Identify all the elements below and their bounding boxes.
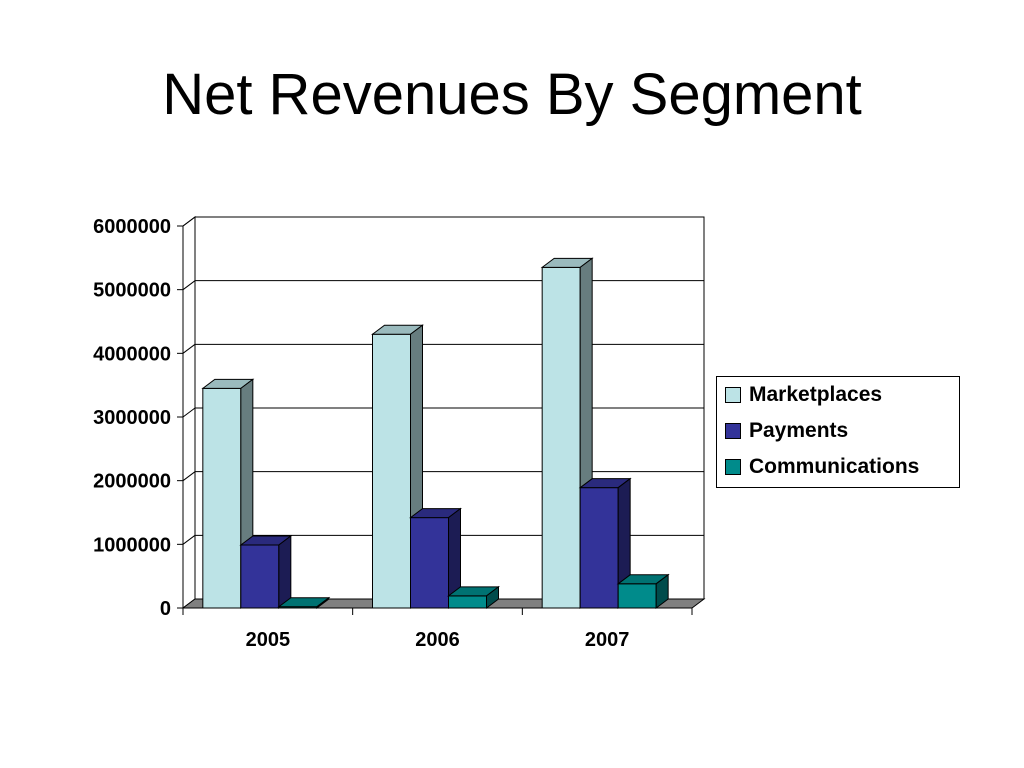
bar-side xyxy=(316,596,330,609)
legend-item-communications: Communications xyxy=(717,449,959,485)
gridline-side xyxy=(182,471,196,482)
legend-swatch-communications xyxy=(725,459,741,475)
y-tick-label: 4000000 xyxy=(93,343,171,365)
y-tick-label: 0 xyxy=(160,598,171,620)
gridline-side xyxy=(182,280,196,291)
gridline-side xyxy=(182,343,196,354)
x-tick-label: 2005 xyxy=(246,629,291,651)
gridline-side xyxy=(182,407,196,418)
legend-label-marketplaces: Marketplaces xyxy=(749,383,883,406)
bar-marketplaces-2005 xyxy=(202,387,242,609)
legend-label-payments: Payments xyxy=(749,419,849,442)
chart-title: Net Revenues By Segment xyxy=(162,62,862,127)
y-tick-label: 6000000 xyxy=(93,216,171,238)
legend-item-marketplaces: Marketplaces xyxy=(717,377,959,413)
gridline-side xyxy=(182,534,196,545)
x-tick-label: 2007 xyxy=(585,629,630,651)
bar-payments-2007 xyxy=(579,487,619,609)
y-tick-label: 2000000 xyxy=(93,471,171,493)
legend-label-communications: Communications xyxy=(749,455,920,478)
bar-communications-2007 xyxy=(617,583,657,609)
y-tick-label: 5000000 xyxy=(93,280,171,302)
legend-item-payments: Payments xyxy=(717,413,959,449)
bar-payments-2005 xyxy=(240,544,280,609)
bar-payments-2006 xyxy=(410,517,449,609)
gridline-side xyxy=(182,216,196,227)
y-tick-label: 3000000 xyxy=(93,407,171,429)
legend-swatch-marketplaces xyxy=(725,387,741,403)
bar-side xyxy=(655,573,669,609)
bar-side xyxy=(278,534,292,609)
bar-marketplaces-2006 xyxy=(372,333,411,609)
bar-side xyxy=(486,585,499,609)
y-tick-label: 1000000 xyxy=(93,534,171,556)
chart-legend: Marketplaces Payments Communications xyxy=(716,376,960,488)
bar-communications-2006 xyxy=(448,595,487,609)
bar-marketplaces-2007 xyxy=(541,266,581,609)
x-tick-label: 2006 xyxy=(415,629,460,651)
legend-swatch-payments xyxy=(725,423,741,439)
